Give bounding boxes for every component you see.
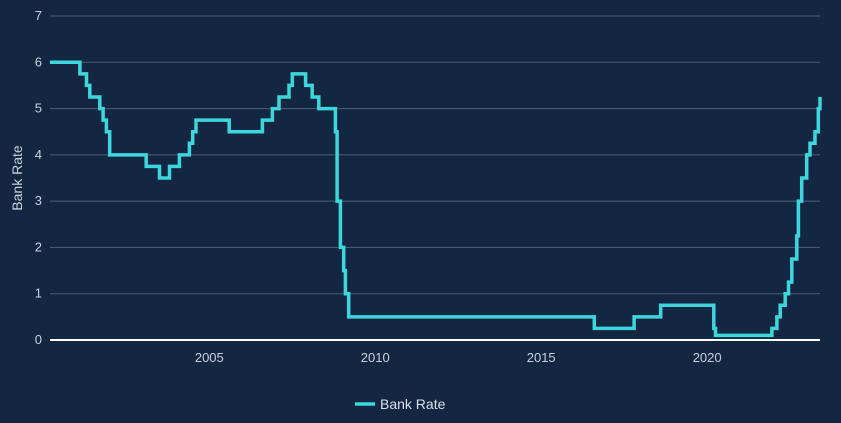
- y-tick-label: 1: [35, 286, 42, 301]
- y-tick-label: 7: [35, 8, 42, 23]
- y-tick-label: 3: [35, 193, 42, 208]
- y-axis-title: Bank Rate: [9, 145, 25, 211]
- legend-label-bank-rate[interactable]: Bank Rate: [380, 396, 446, 412]
- series-line-bank-rate: [50, 60, 822, 338]
- y-tick-label: 2: [35, 239, 42, 254]
- legend[interactable]: Bank Rate: [355, 396, 446, 412]
- x-tick-label: 2005: [195, 350, 224, 365]
- x-tick-label: 2020: [693, 350, 722, 365]
- x-tick-labels: 2005 2010 2015 2020: [195, 350, 722, 365]
- y-tick-label: 0: [35, 332, 42, 347]
- x-tick-label: 2015: [527, 350, 556, 365]
- series-layer: [50, 60, 822, 338]
- x-tick-label: 2010: [361, 350, 390, 365]
- gridlines: [50, 15, 820, 295]
- y-tick-label: 4: [35, 147, 42, 162]
- y-tick-labels: 0 1 2 3 4 5 6 7: [35, 8, 42, 347]
- y-tick-label: 5: [35, 101, 42, 116]
- y-tick-label: 6: [35, 54, 42, 69]
